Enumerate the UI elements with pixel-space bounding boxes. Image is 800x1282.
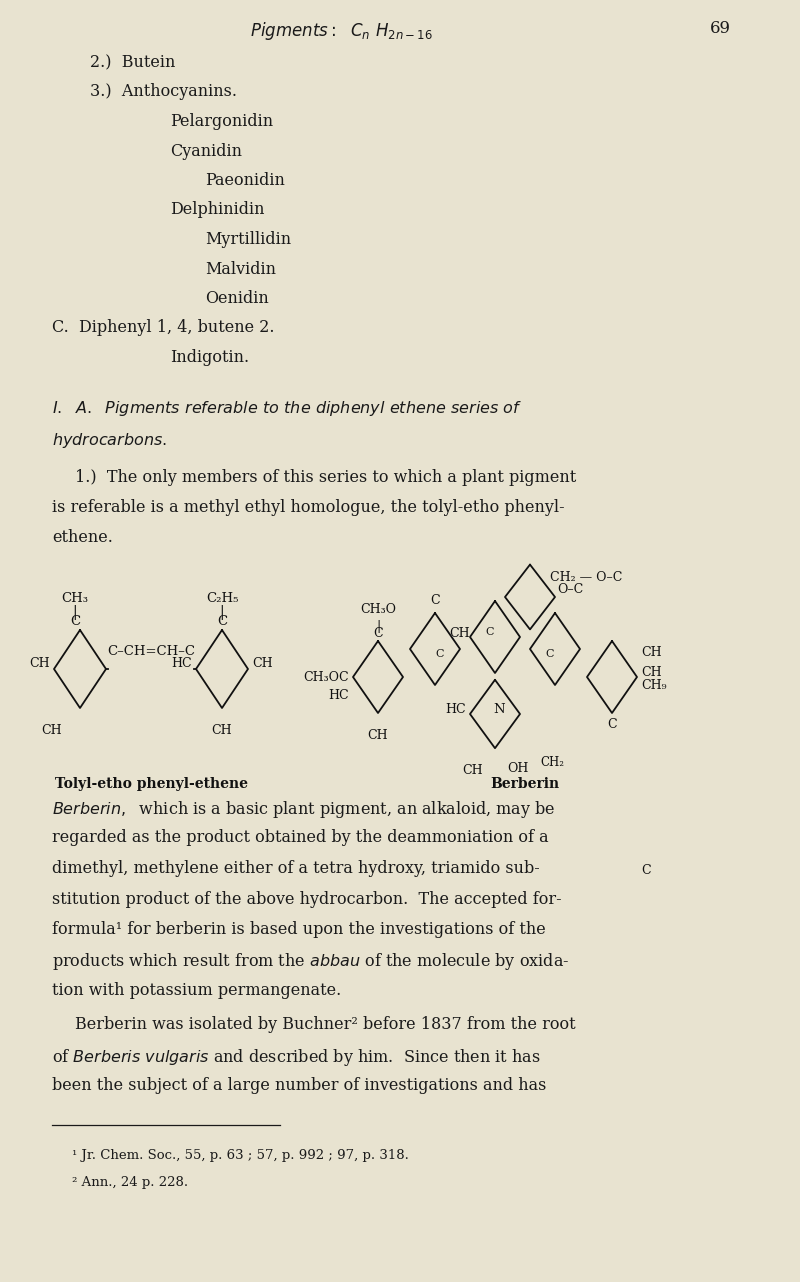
Text: HC: HC (171, 656, 192, 669)
Text: C: C (217, 615, 227, 628)
Text: CH: CH (641, 646, 662, 659)
Text: |: | (73, 605, 78, 620)
Text: C: C (373, 627, 383, 640)
Text: Cyanidin: Cyanidin (170, 142, 242, 159)
Text: |: | (376, 620, 380, 633)
Text: C: C (436, 649, 444, 659)
Text: regarded as the product obtained by the deammoniation of a: regarded as the product obtained by the … (52, 829, 549, 846)
Text: CH: CH (462, 764, 483, 777)
Text: C: C (641, 864, 650, 877)
Text: CH₂ — O–C: CH₂ — O–C (550, 570, 622, 585)
Text: Paeonidin: Paeonidin (205, 172, 285, 188)
Text: CH₂: CH₂ (540, 756, 564, 769)
Text: CH₃OC: CH₃OC (303, 670, 349, 683)
Text: CH: CH (641, 665, 662, 678)
Text: CH: CH (212, 724, 232, 737)
Text: CH: CH (252, 656, 273, 669)
Text: formula¹ for berberin is based upon the investigations of the: formula¹ for berberin is based upon the … (52, 920, 546, 938)
Text: 3.)  Anthocyanins.: 3.) Anthocyanins. (90, 83, 237, 100)
Text: CH: CH (450, 627, 470, 640)
Text: C: C (546, 649, 554, 659)
Text: of $\mathit{Berberis\ vulgaris}$ and described by him.  Since then it has: of $\mathit{Berberis\ vulgaris}$ and des… (52, 1046, 541, 1068)
Text: CH₃: CH₃ (62, 592, 89, 605)
Text: dimethyl, methylene either of a tetra hydroxy, triamido sub-: dimethyl, methylene either of a tetra hy… (52, 860, 540, 877)
Text: is referable is a methyl ethyl homologue, the tolyl-etho phenyl-: is referable is a methyl ethyl homologue… (52, 499, 565, 515)
Text: Berberin: Berberin (490, 777, 559, 791)
Text: C₂H₅: C₂H₅ (206, 592, 238, 605)
Text: stitution product of the above hydrocarbon.  The accepted for-: stitution product of the above hydrocarb… (52, 891, 562, 908)
Text: Myrtillidin: Myrtillidin (205, 231, 291, 247)
Text: CH₃O: CH₃O (360, 603, 396, 615)
Text: $\mathit{Berberin,}$  which is a basic plant pigment, an alkaloid, may be: $\mathit{Berberin,}$ which is a basic pl… (52, 799, 555, 820)
Text: Malvidin: Malvidin (205, 260, 276, 277)
Text: Indigotin.: Indigotin. (170, 349, 249, 365)
Text: Pelargonidin: Pelargonidin (170, 113, 273, 129)
Text: $\mathit{Pigments{:}\ \ C_n\ H_{2n-16}}$: $\mathit{Pigments{:}\ \ C_n\ H_{2n-16}}$ (250, 21, 433, 42)
Text: C: C (486, 627, 494, 637)
Text: C: C (607, 718, 617, 731)
Text: CH₉: CH₉ (641, 678, 666, 691)
Text: ¹ Jr. Chem. Soc., 55, p. 63 ; 57, p. 992 ; 97, p. 318.: ¹ Jr. Chem. Soc., 55, p. 63 ; 57, p. 992… (72, 1149, 409, 1161)
Text: 1.)  The only members of this series to which a plant pigment: 1.) The only members of this series to w… (75, 469, 576, 486)
Text: HC: HC (446, 703, 466, 715)
Text: C–CH=CH–C: C–CH=CH–C (107, 645, 195, 658)
Text: C: C (430, 594, 440, 606)
Text: 2.)  Butein: 2.) Butein (90, 54, 175, 71)
Text: tion with potassium permangenate.: tion with potassium permangenate. (52, 982, 342, 999)
Text: O–C: O–C (557, 582, 583, 596)
Text: 69: 69 (710, 21, 731, 37)
Text: been the subject of a large number of investigations and has: been the subject of a large number of in… (52, 1077, 546, 1094)
Text: N: N (493, 703, 505, 715)
Text: $\mathit{I.\ \ A.\ \ Pigments\ referable\ to\ the\ diphenyl\ ethene\ series\ of}: $\mathit{I.\ \ A.\ \ Pigments\ referable… (52, 399, 522, 418)
Text: C.  Diphenyl 1, 4, butene 2.: C. Diphenyl 1, 4, butene 2. (52, 319, 274, 336)
Text: CH: CH (30, 656, 50, 669)
Text: C: C (70, 615, 80, 628)
Text: |: | (220, 605, 224, 620)
Text: $\mathit{hydrocarbons.}$: $\mathit{hydrocarbons.}$ (52, 431, 167, 450)
Text: Oenidin: Oenidin (205, 290, 269, 306)
Text: Berberin was isolated by Buchner² before 1837 from the root: Berberin was isolated by Buchner² before… (75, 1017, 576, 1033)
Text: Tolyl-etho phenyl-ethene: Tolyl-etho phenyl-ethene (54, 777, 247, 791)
Text: HC: HC (328, 688, 349, 701)
Text: ² Ann., 24 p. 228.: ² Ann., 24 p. 228. (72, 1176, 188, 1188)
Text: CH: CH (368, 729, 388, 742)
Text: CH: CH (42, 724, 62, 737)
Text: Delphinidin: Delphinidin (170, 201, 265, 218)
Text: ethene.: ethene. (52, 529, 113, 546)
Text: products which result from the $\mathit{abbau}$ of the molecule by oxida-: products which result from the $\mathit{… (52, 951, 570, 973)
Text: OH: OH (507, 763, 528, 776)
